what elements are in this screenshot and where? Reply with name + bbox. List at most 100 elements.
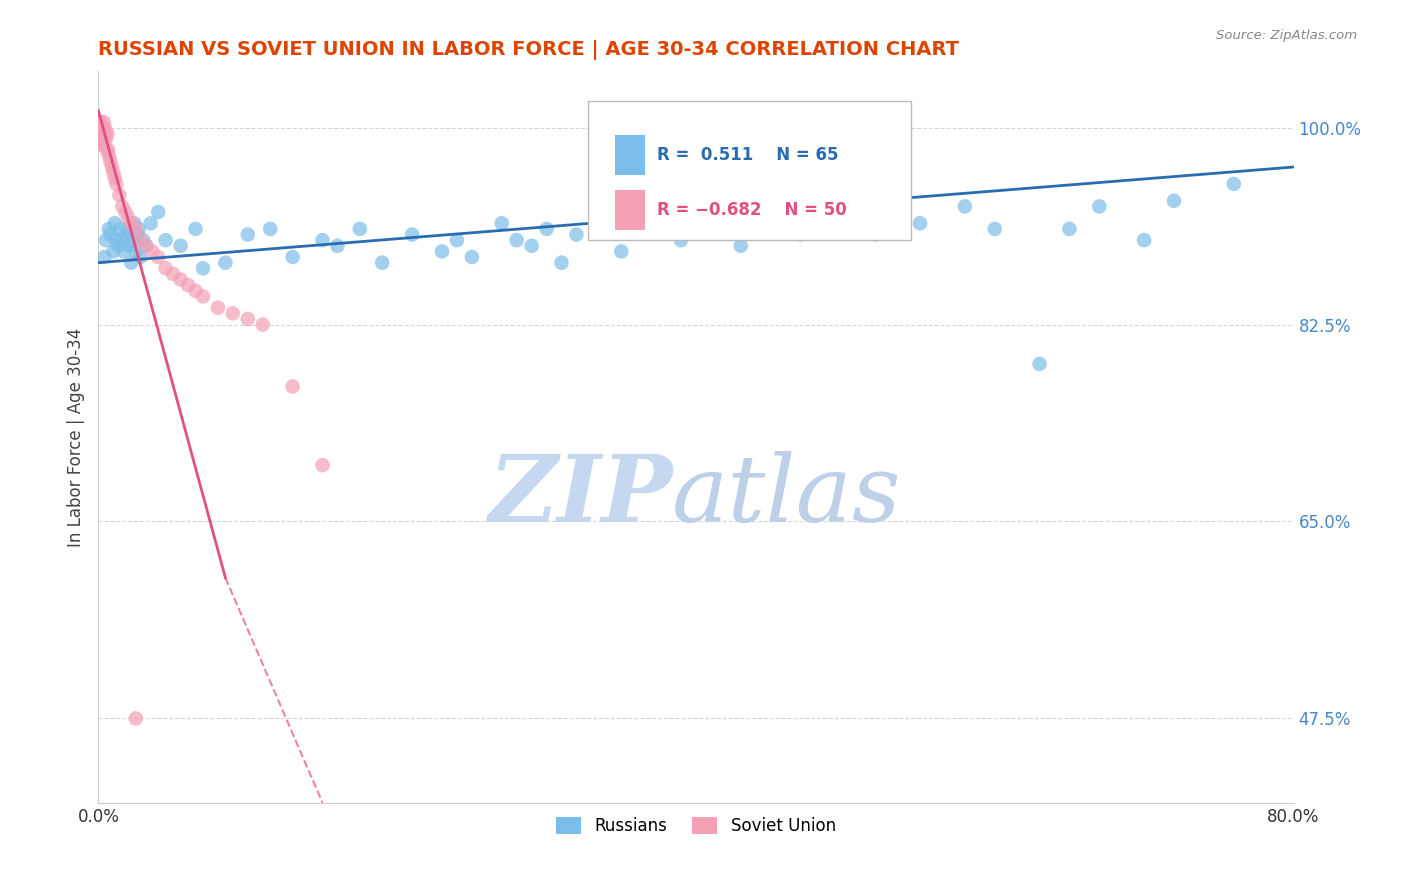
Point bbox=[97, 222, 120, 236]
Point bbox=[103, 166, 125, 180]
Point bbox=[550, 255, 572, 269]
Point bbox=[506, 233, 529, 247]
Point bbox=[129, 233, 152, 247]
Point bbox=[90, 132, 112, 146]
Point bbox=[117, 211, 139, 225]
Point bbox=[184, 284, 207, 298]
Point bbox=[191, 289, 214, 303]
Point bbox=[108, 188, 131, 202]
Point bbox=[121, 233, 143, 247]
Point bbox=[120, 216, 142, 230]
Point bbox=[89, 115, 111, 129]
Point bbox=[94, 233, 117, 247]
Point bbox=[120, 255, 142, 269]
Point bbox=[90, 137, 112, 152]
Point bbox=[89, 115, 111, 129]
Point bbox=[184, 222, 207, 236]
Point bbox=[789, 227, 811, 242]
Point bbox=[107, 239, 129, 253]
Point bbox=[169, 272, 191, 286]
Point bbox=[93, 250, 115, 264]
Point bbox=[91, 120, 114, 135]
Point bbox=[96, 132, 118, 146]
Point bbox=[104, 216, 127, 230]
Point bbox=[953, 199, 976, 213]
Legend: Russians, Soviet Union: Russians, Soviet Union bbox=[550, 811, 842, 842]
Point bbox=[155, 233, 177, 247]
Point bbox=[281, 379, 304, 393]
Point bbox=[640, 216, 662, 230]
Point bbox=[371, 255, 394, 269]
Point bbox=[565, 227, 588, 242]
Point bbox=[700, 222, 723, 236]
Text: R = −0.682    N = 50: R = −0.682 N = 50 bbox=[657, 201, 846, 219]
Point bbox=[865, 227, 887, 242]
Point bbox=[93, 132, 115, 146]
Point bbox=[105, 177, 128, 191]
Point bbox=[110, 222, 132, 236]
Point bbox=[97, 143, 120, 157]
Point bbox=[114, 227, 136, 242]
Y-axis label: In Labor Force | Age 30-34: In Labor Force | Age 30-34 bbox=[66, 327, 84, 547]
Point bbox=[1223, 177, 1246, 191]
Point bbox=[834, 211, 856, 225]
Point bbox=[610, 244, 633, 259]
Point bbox=[349, 222, 371, 236]
Point bbox=[191, 261, 214, 276]
Point bbox=[311, 233, 333, 247]
Point bbox=[401, 227, 423, 242]
Point bbox=[135, 239, 157, 253]
Point bbox=[89, 126, 111, 140]
Point bbox=[148, 250, 170, 264]
Point bbox=[669, 233, 692, 247]
Point bbox=[105, 233, 128, 247]
Point bbox=[90, 126, 112, 140]
Point bbox=[139, 216, 162, 230]
Point bbox=[177, 278, 200, 293]
Point bbox=[1163, 194, 1185, 208]
Point bbox=[125, 222, 148, 236]
Point bbox=[93, 115, 115, 129]
Point bbox=[103, 244, 125, 259]
Text: R =  0.511    N = 65: R = 0.511 N = 65 bbox=[657, 146, 838, 164]
Point bbox=[96, 126, 118, 140]
Point bbox=[111, 233, 134, 247]
Point bbox=[326, 239, 349, 253]
Point bbox=[491, 216, 513, 230]
Point bbox=[162, 267, 184, 281]
Point bbox=[446, 233, 468, 247]
Point bbox=[281, 250, 304, 264]
Point bbox=[536, 222, 558, 236]
Point bbox=[236, 227, 259, 242]
Point bbox=[461, 250, 484, 264]
Point bbox=[908, 216, 931, 230]
Text: ZIP: ZIP bbox=[488, 450, 672, 541]
Point bbox=[252, 318, 274, 332]
Point bbox=[127, 227, 149, 242]
FancyBboxPatch shape bbox=[614, 135, 644, 176]
Point bbox=[94, 120, 117, 135]
Point bbox=[93, 132, 115, 146]
Point bbox=[430, 244, 453, 259]
Point bbox=[89, 120, 111, 135]
Point bbox=[132, 233, 155, 247]
Point bbox=[1059, 222, 1081, 236]
Point bbox=[236, 312, 259, 326]
Point bbox=[101, 160, 124, 174]
Point bbox=[759, 216, 782, 230]
Point bbox=[90, 120, 112, 135]
Text: atlas: atlas bbox=[672, 450, 901, 541]
Point bbox=[112, 244, 135, 259]
Point bbox=[117, 222, 139, 236]
Point bbox=[124, 216, 146, 230]
Point bbox=[141, 244, 163, 259]
Point bbox=[118, 239, 141, 253]
Point bbox=[125, 244, 148, 259]
Text: Source: ZipAtlas.com: Source: ZipAtlas.com bbox=[1216, 29, 1357, 43]
Point bbox=[222, 306, 245, 320]
Point bbox=[311, 458, 333, 473]
FancyBboxPatch shape bbox=[614, 190, 644, 230]
Point bbox=[111, 199, 134, 213]
Point bbox=[259, 222, 281, 236]
Point bbox=[125, 711, 148, 725]
